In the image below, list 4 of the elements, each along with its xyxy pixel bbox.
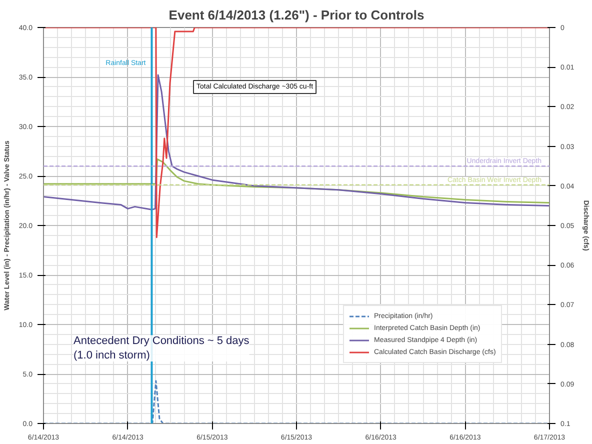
line-series bbox=[44, 28, 550, 238]
chart-title: Event 6/14/2013 (1.26") - Prior to Controls bbox=[168, 8, 424, 22]
line-series bbox=[44, 74, 550, 210]
annotation: Antecedent Dry Conditions ~ 5 days (1.0 inch storm) bbox=[74, 335, 250, 362]
